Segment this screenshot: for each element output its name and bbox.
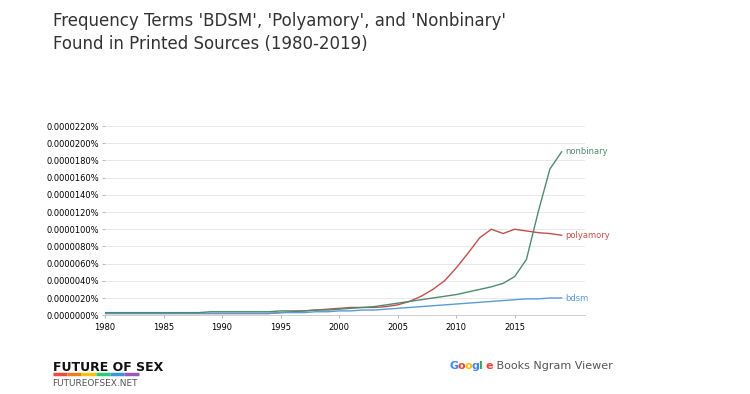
Text: nonbinary: nonbinary (565, 147, 608, 156)
Text: e: e (485, 361, 493, 370)
Text: FUTUREOFSEX.NET: FUTUREOFSEX.NET (53, 379, 138, 388)
Text: g: g (471, 361, 479, 370)
Text: Frequency Terms 'BDSM', 'Polyamory', and 'Nonbinary'
Found in Printed Sources (1: Frequency Terms 'BDSM', 'Polyamory', and… (53, 12, 506, 54)
Text: l: l (478, 361, 482, 370)
Text: o: o (464, 361, 472, 370)
Text: o: o (457, 361, 465, 370)
Text: Books Ngram Viewer: Books Ngram Viewer (493, 361, 613, 370)
Text: G: G (450, 361, 459, 370)
Text: polyamory: polyamory (565, 231, 610, 240)
Text: bdsm: bdsm (565, 294, 588, 303)
Text: FUTURE OF SEX: FUTURE OF SEX (53, 361, 163, 374)
